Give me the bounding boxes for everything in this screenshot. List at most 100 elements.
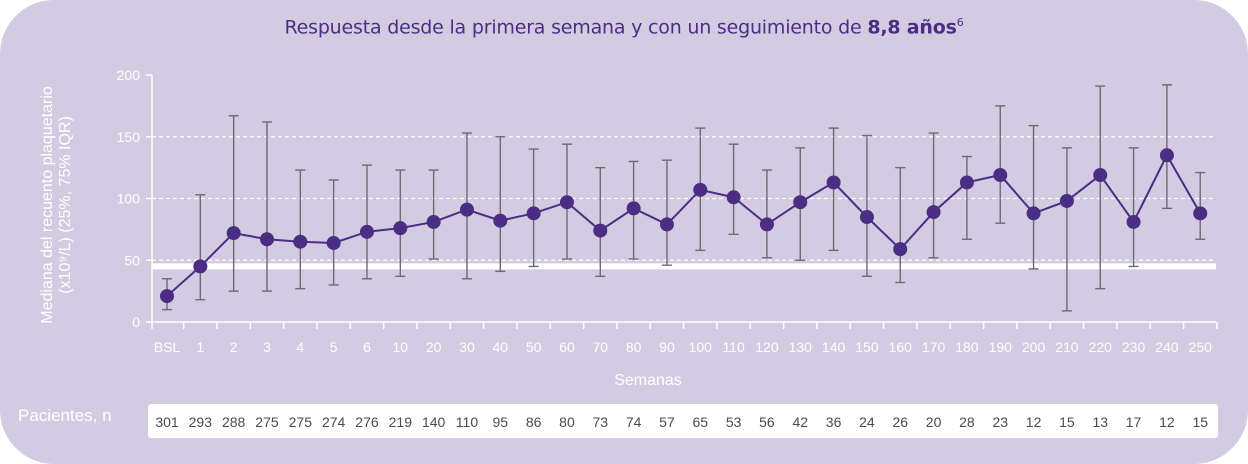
patients-count: 276 bbox=[355, 414, 379, 430]
data-point bbox=[259, 232, 274, 247]
patients-values: 301 293 288 275 275 274 276 219 140 110 95 86 80 73 74… bbox=[155, 414, 1208, 430]
error-bar bbox=[428, 169, 439, 260]
error-bar bbox=[495, 136, 506, 273]
patients-count: 13 bbox=[1092, 414, 1108, 430]
patients-count: 219 bbox=[389, 414, 413, 430]
x-tick-label: 90 bbox=[659, 339, 675, 355]
data-point bbox=[393, 221, 408, 236]
data-point bbox=[359, 224, 374, 239]
error-bar bbox=[1128, 147, 1139, 268]
x-tick-label: 3 bbox=[263, 339, 271, 355]
x-tick-label: 80 bbox=[626, 339, 642, 355]
patients-count: 23 bbox=[992, 414, 1008, 430]
patients-count: 140 bbox=[422, 414, 446, 430]
data-point bbox=[926, 205, 941, 220]
data-point bbox=[459, 202, 474, 217]
x-tick-label: 130 bbox=[789, 339, 813, 355]
error-bar bbox=[361, 164, 372, 280]
error-bar bbox=[761, 169, 772, 259]
x-tick-label: 220 bbox=[1089, 339, 1113, 355]
x-tick-label: 250 bbox=[1189, 339, 1213, 355]
data-point bbox=[1126, 214, 1141, 229]
data-point bbox=[693, 182, 708, 197]
data-point bbox=[293, 234, 308, 249]
error-bar bbox=[1095, 85, 1106, 290]
x-tick-label: 120 bbox=[755, 339, 779, 355]
y-axis-label-line-2: (x10⁹/L) (25%, 75% IQR) bbox=[57, 116, 74, 294]
error-bar bbox=[1028, 124, 1039, 270]
x-tick-label: BSL bbox=[154, 339, 181, 355]
data-point bbox=[759, 217, 774, 232]
error-bar bbox=[661, 159, 672, 266]
patients-count: 12 bbox=[1026, 414, 1042, 430]
patients-count: 301 bbox=[155, 414, 179, 430]
x-tick-label: 30 bbox=[459, 339, 475, 355]
error-bar bbox=[261, 121, 272, 292]
x-tick-label: 40 bbox=[493, 339, 509, 355]
patients-count: 42 bbox=[792, 414, 808, 430]
error-bar bbox=[995, 105, 1006, 224]
x-tick-label: 5 bbox=[330, 339, 338, 355]
x-tick-label: 2 bbox=[230, 339, 238, 355]
x-tick-label: 4 bbox=[296, 339, 304, 355]
patients-count: 12 bbox=[1159, 414, 1175, 430]
error-bar bbox=[595, 166, 606, 278]
patients-count: 74 bbox=[626, 414, 642, 430]
chart-title-main: Respuesta desde la primera semana y con … bbox=[284, 16, 868, 39]
x-tick-label: 230 bbox=[1122, 339, 1146, 355]
patients-count: 57 bbox=[659, 414, 675, 430]
error-bar bbox=[861, 134, 872, 278]
patients-count: 275 bbox=[255, 414, 279, 430]
data-point bbox=[1059, 193, 1074, 208]
patients-count: 28 bbox=[959, 414, 975, 430]
data-point bbox=[160, 289, 174, 304]
y-axis-label: Mediana del recuento plaquetario (x10⁹/L… bbox=[39, 86, 74, 324]
data-point bbox=[426, 214, 441, 229]
patients-count: 95 bbox=[493, 414, 509, 430]
error-bar bbox=[1061, 147, 1072, 312]
data-point bbox=[326, 235, 341, 250]
patients-count: 17 bbox=[1126, 414, 1142, 430]
y-tick-label: 0 bbox=[132, 314, 140, 330]
error-bar bbox=[895, 166, 906, 284]
chart-svg: Mediana del recuento plaquetario (x10⁹/L… bbox=[39, 67, 1218, 389]
data-point bbox=[593, 223, 608, 238]
patients-row: 301 293 288 275 275 274 276 219 140 110 95 86 80 73 74… bbox=[148, 404, 1218, 438]
patients-count: 53 bbox=[726, 414, 742, 430]
data-point bbox=[959, 175, 974, 190]
data-point bbox=[1193, 206, 1208, 221]
error-bar bbox=[961, 155, 972, 240]
patients-count: 86 bbox=[526, 414, 542, 430]
error-bar bbox=[295, 169, 306, 290]
y-tick-label: 150 bbox=[117, 129, 141, 145]
data-point bbox=[793, 195, 808, 210]
data-point bbox=[193, 259, 208, 274]
data-point bbox=[659, 217, 674, 232]
patients-count: 26 bbox=[892, 414, 908, 430]
error-bar bbox=[728, 143, 739, 236]
x-tick-label: 20 bbox=[426, 339, 442, 355]
data-point bbox=[993, 168, 1008, 183]
patients-count: 65 bbox=[692, 414, 708, 430]
x-tick-label: 190 bbox=[989, 339, 1013, 355]
patients-label: Pacientes, n bbox=[18, 406, 112, 425]
patients-count: 20 bbox=[926, 414, 942, 430]
x-tick-label: 60 bbox=[559, 339, 575, 355]
patients-count: 15 bbox=[1059, 414, 1075, 430]
error-bar bbox=[195, 194, 206, 301]
patients-count: 275 bbox=[289, 414, 313, 430]
patients-count: 288 bbox=[222, 414, 246, 430]
series-line bbox=[166, 153, 1202, 297]
y-tick-label: 50 bbox=[124, 252, 140, 268]
x-tick-label: 1 bbox=[196, 339, 204, 355]
data-point bbox=[1159, 148, 1174, 163]
x-tick-label: 10 bbox=[393, 339, 409, 355]
x-tick-label: 160 bbox=[889, 339, 913, 355]
patients-count: 15 bbox=[1192, 414, 1208, 430]
x-tick-label: 50 bbox=[526, 339, 542, 355]
error-bar bbox=[328, 179, 339, 286]
x-tick-label: 170 bbox=[922, 339, 946, 355]
y-tick-label: 200 bbox=[117, 67, 141, 83]
x-tick-label: 100 bbox=[689, 339, 713, 355]
data-point bbox=[826, 175, 841, 190]
